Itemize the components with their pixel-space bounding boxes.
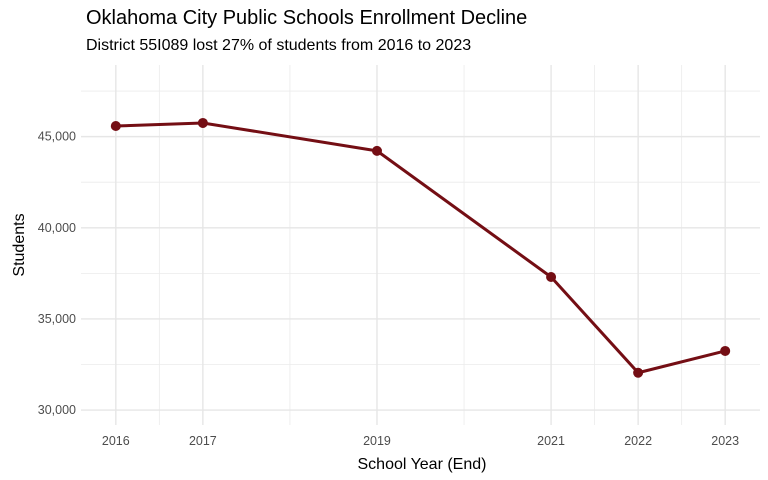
data-point — [546, 271, 557, 282]
x-tick-label: 2016 — [102, 434, 130, 448]
series-line — [115, 121, 726, 375]
x-tick-label: 2017 — [189, 434, 217, 448]
x-tick-label: 2019 — [363, 434, 391, 448]
data-point — [633, 367, 644, 378]
y-tick-label: 35,000 — [38, 312, 76, 326]
data-point — [197, 117, 208, 128]
y-tick-label: 45,000 — [38, 130, 76, 144]
chart-title: Oklahoma City Public Schools Enrollment … — [86, 7, 528, 29]
y-tick-label: 30,000 — [38, 403, 76, 417]
data-point — [110, 120, 121, 131]
y-axis-label: Students — [11, 213, 28, 276]
x-tick-label: 2021 — [537, 434, 565, 448]
x-tick-label: 2022 — [624, 434, 652, 448]
data-point — [720, 345, 731, 356]
x-axis-label: School Year (End) — [358, 456, 487, 473]
data-point — [371, 145, 382, 156]
x-tick-label: 2023 — [711, 434, 739, 448]
y-tick-label: 40,000 — [38, 221, 76, 235]
chart-subtitle: District 55I089 lost 27% of students fro… — [86, 37, 472, 54]
